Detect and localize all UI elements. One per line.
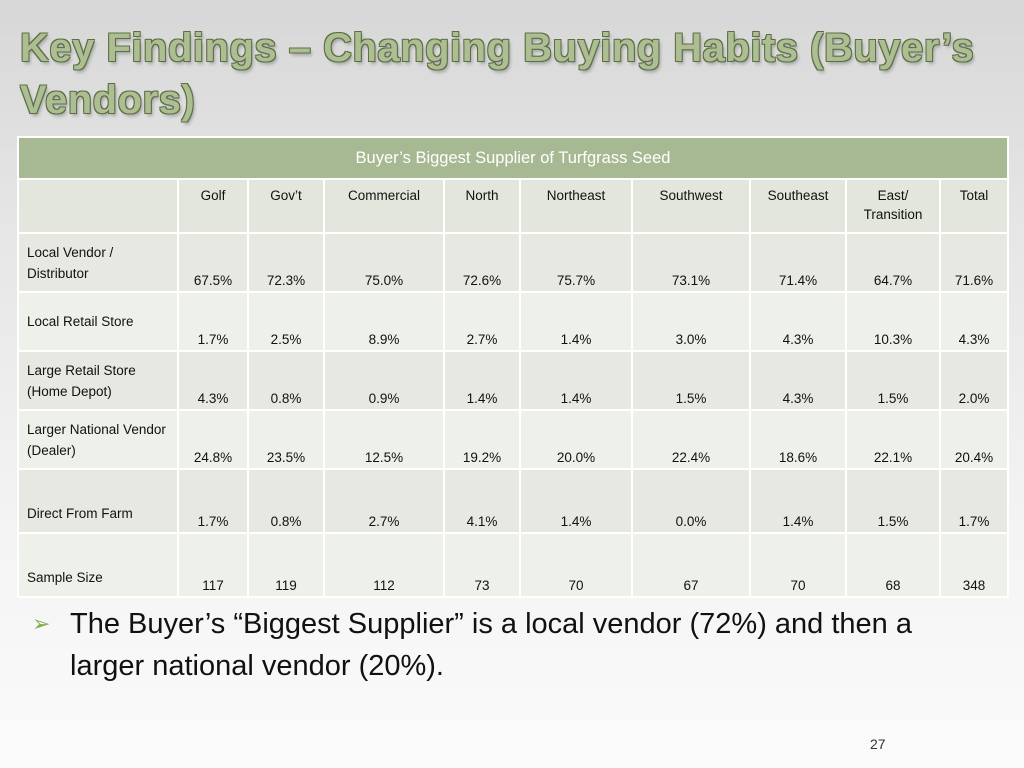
row-label: Larger National Vendor (Dealer) [17, 409, 179, 470]
table-cell: 67.5% [177, 232, 249, 293]
table-cell: 8.9% [323, 291, 445, 352]
bullet-text: The Buyer’s “Biggest Supplier” is a loca… [70, 608, 912, 682]
table-cell: 4.3% [749, 350, 847, 411]
slide-title: Key Findings – Changing Buying Habits (B… [20, 26, 975, 122]
table-cell: 2.7% [443, 291, 521, 352]
table-corner-cell [17, 178, 179, 234]
table-cell: 2.0% [939, 350, 1009, 411]
column-header-govt: Gov’t [247, 178, 325, 234]
table-cell: 20.0% [519, 409, 633, 470]
arrow-bullet-icon: ➢ [32, 611, 51, 636]
table-cell: 71.4% [749, 232, 847, 293]
table-cell: 1.7% [177, 291, 249, 352]
table-cell: 112 [323, 532, 445, 598]
table-cell: 10.3% [845, 291, 941, 352]
table-cell: 0.8% [247, 350, 325, 411]
table-row: Larger National Vendor (Dealer) 24.8% 23… [17, 409, 1009, 470]
table-cell: 72.6% [443, 232, 521, 293]
table-cell: 68 [845, 532, 941, 598]
table-row: Direct From Farm 1.7% 0.8% 2.7% 4.1% 1.4… [17, 468, 1009, 534]
bullet-point: ➢ The Buyer’s “Biggest Supplier” is a lo… [32, 603, 992, 687]
column-header-north: North [443, 178, 521, 234]
table-header-row: Golf Gov’t Commercial North Northeast So… [17, 178, 1009, 234]
table-row: Local Retail Store 1.7% 2.5% 8.9% 2.7% 1… [17, 291, 1009, 352]
table-cell: 18.6% [749, 409, 847, 470]
table-cell: 75.7% [519, 232, 633, 293]
table-cell: 1.5% [845, 350, 941, 411]
table-row: Large Retail Store (Home Depot) 4.3% 0.8… [17, 350, 1009, 411]
table-cell: 1.4% [519, 350, 633, 411]
table-cell: 119 [247, 532, 325, 598]
table-cell: 1.4% [519, 468, 633, 534]
table-cell: 1.7% [177, 468, 249, 534]
table-cell: 64.7% [845, 232, 941, 293]
row-label: Sample Size [17, 532, 179, 598]
column-header-total: Total [939, 178, 1009, 234]
table-cell: 1.4% [749, 468, 847, 534]
page-number: 27 [870, 736, 886, 752]
row-label: Large Retail Store (Home Depot) [17, 350, 179, 411]
table-cell: 19.2% [443, 409, 521, 470]
table-cell: 2.5% [247, 291, 325, 352]
table-cell: 0.8% [247, 468, 325, 534]
table-cell: 70 [519, 532, 633, 598]
table-cell: 70 [749, 532, 847, 598]
table-cell: 4.3% [177, 350, 249, 411]
row-label: Local Vendor / Distributor [17, 232, 179, 293]
table-cell: 2.7% [323, 468, 445, 534]
table-cell: 3.0% [631, 291, 751, 352]
table-cell: 22.1% [845, 409, 941, 470]
table-cell: 73 [443, 532, 521, 598]
table-cell: 1.4% [519, 291, 633, 352]
table-cell: 117 [177, 532, 249, 598]
table-cell: 71.6% [939, 232, 1009, 293]
table-cell: 20.4% [939, 409, 1009, 470]
table-cell: 4.3% [749, 291, 847, 352]
column-header-southwest: Southwest [631, 178, 751, 234]
column-header-northeast: Northeast [519, 178, 633, 234]
table-cell: 73.1% [631, 232, 751, 293]
table-cell: 72.3% [247, 232, 325, 293]
column-header-southeast: Southeast [749, 178, 847, 234]
table-row: Local Vendor / Distributor 67.5% 72.3% 7… [17, 232, 1009, 293]
table-cell: 1.5% [845, 468, 941, 534]
row-label: Direct From Farm [17, 468, 179, 534]
table-cell: 1.7% [939, 468, 1009, 534]
column-header-golf: Golf [177, 178, 249, 234]
table-cell: 1.4% [443, 350, 521, 411]
table-cell: 1.5% [631, 350, 751, 411]
table-cell: 67 [631, 532, 751, 598]
table-cell: 0.9% [323, 350, 445, 411]
table-cell: 0.0% [631, 468, 751, 534]
table-cell: 22.4% [631, 409, 751, 470]
row-label: Local Retail Store [17, 291, 179, 352]
table-cell: 348 [939, 532, 1009, 598]
table-cell: 4.1% [443, 468, 521, 534]
table-cell: 4.3% [939, 291, 1009, 352]
table-cell: 75.0% [323, 232, 445, 293]
column-header-east-transition: East/ Transition [845, 178, 941, 234]
table-cell: 23.5% [247, 409, 325, 470]
table-caption-row: Buyer’s Biggest Supplier of Turfgrass Se… [17, 136, 1009, 180]
table-cell: 12.5% [323, 409, 445, 470]
column-header-commercial: Commercial [323, 178, 445, 234]
supplier-table: Buyer’s Biggest Supplier of Turfgrass Se… [17, 136, 1009, 598]
table-row: Sample Size 117 119 112 73 70 67 70 68 3… [17, 532, 1009, 598]
table-caption: Buyer’s Biggest Supplier of Turfgrass Se… [17, 136, 1009, 180]
table-cell: 24.8% [177, 409, 249, 470]
